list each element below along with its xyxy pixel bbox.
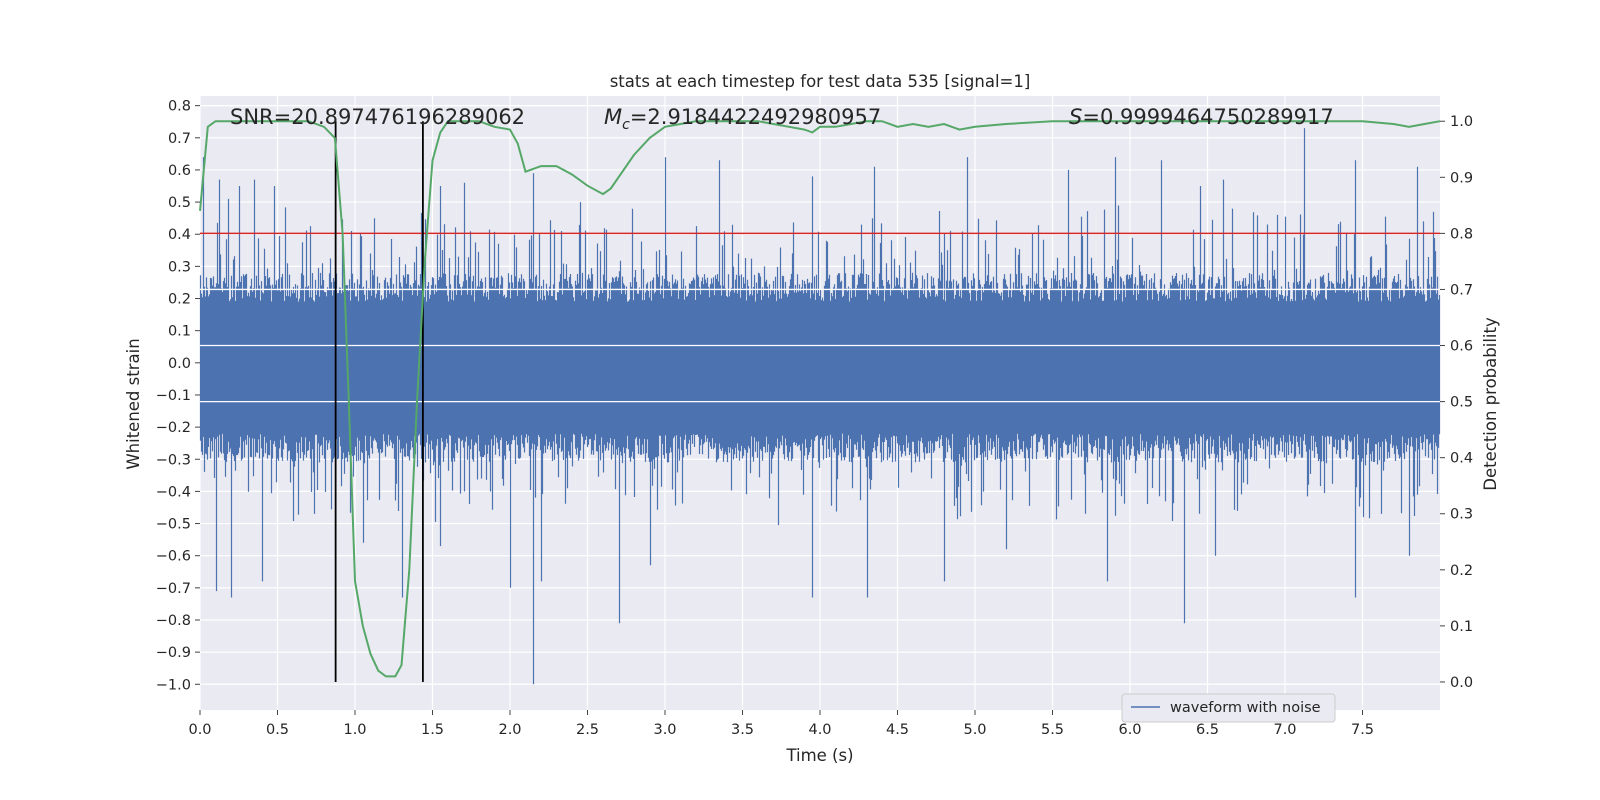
y2-axis-label: Detection probability xyxy=(1481,317,1500,491)
y-tick-label: −0.6 xyxy=(156,549,191,565)
chart-title: stats at each timestep for test data 535… xyxy=(610,72,1031,91)
y-tick-label: −0.1 xyxy=(156,388,191,404)
x-tick-label: 2.5 xyxy=(576,722,599,738)
y2-tick-label: 0.3 xyxy=(1450,507,1473,523)
y-tick-label: −1.0 xyxy=(156,677,191,693)
legend-box xyxy=(1121,693,1336,723)
y-tick-label: −0.7 xyxy=(156,581,191,597)
y-tick-label: 0.4 xyxy=(168,227,191,243)
chirp-mass-symbol: M xyxy=(604,105,622,129)
waveform-line xyxy=(199,128,1441,685)
x-tick-label: 1.0 xyxy=(343,722,366,738)
x-tick-label: 7.0 xyxy=(1273,722,1296,738)
x-tick-label: 4.5 xyxy=(886,722,909,738)
y2-tick-label: 0.6 xyxy=(1450,339,1473,355)
x-tick-label: 4.0 xyxy=(808,722,831,738)
x-tick-label: 7.5 xyxy=(1351,722,1374,738)
chirp-mass-subscript: c xyxy=(622,117,630,133)
y-tick-label: −0.2 xyxy=(156,420,191,436)
axes: 0.0 0.5 1.0 1.5 2.0 2.5 3.0 3.5 4.0 4.5 5.0 5.5 6.0 6… xyxy=(156,99,1473,738)
y-tick-label: 0.1 xyxy=(168,324,191,340)
x-tick-label: 5.0 xyxy=(963,722,986,738)
y2-tick-label: 0.7 xyxy=(1450,282,1473,298)
y-tick-label: 0.8 xyxy=(168,99,191,115)
y-tick-label: −0.3 xyxy=(156,452,191,468)
y-tick-label: −0.4 xyxy=(156,484,191,500)
x-tick-label: 6.5 xyxy=(1196,722,1219,738)
x-tick-label: 1.5 xyxy=(421,722,444,738)
y2-tick-label: 1.0 xyxy=(1450,114,1473,130)
score-annotation: S=0.9999464750289917 xyxy=(1069,105,1334,129)
y-tick-label: −0.5 xyxy=(156,517,191,533)
x-tick-label: 0.5 xyxy=(266,722,289,738)
y-tick-label: 0.0 xyxy=(168,356,191,372)
y2-tick-label: 0.0 xyxy=(1450,675,1473,691)
y-tick-label: −0.8 xyxy=(156,613,191,629)
y-tick-label: 0.2 xyxy=(168,292,191,308)
chirp-mass-annotation: Mc=2.9184422492980957 xyxy=(604,105,881,133)
x-tick-label: 5.5 xyxy=(1041,722,1064,738)
score-symbol: S xyxy=(1069,105,1082,129)
y2-tick-label: 0.1 xyxy=(1450,619,1473,635)
y-tick-label: 0.5 xyxy=(168,195,191,211)
x-tick-label: 6.0 xyxy=(1118,722,1141,738)
detection-probability-line xyxy=(199,120,1441,678)
snr-annotation: SNR=20.897476196289062 xyxy=(230,105,525,129)
chirp-mass-value: =2.9184422492980957 xyxy=(630,105,881,129)
y-axis-label: Whitened strain xyxy=(124,338,143,469)
legend-label: waveform with noise xyxy=(1170,700,1321,716)
x-axis-label: Time (s) xyxy=(785,746,853,765)
y2-tick-label: 0.2 xyxy=(1450,563,1473,579)
y2-tick-label: 0.4 xyxy=(1450,451,1473,467)
y2-tick-label: 0.8 xyxy=(1450,226,1473,242)
legend: waveform with noise xyxy=(1121,693,1336,723)
x-tick-label: 3.0 xyxy=(653,722,676,738)
x-tick-label: 0.0 xyxy=(188,722,211,738)
waveform-series xyxy=(199,128,1441,685)
score-value: =0.9999464750289917 xyxy=(1082,105,1333,129)
overlay-layer xyxy=(199,120,1441,682)
y-tick-label: −0.9 xyxy=(156,645,191,661)
x-tick-label: 3.5 xyxy=(731,722,754,738)
y2-tick-label: 0.9 xyxy=(1450,170,1473,186)
y2-tick-label: 0.5 xyxy=(1450,395,1473,411)
y-tick-label: 0.7 xyxy=(168,131,191,147)
x-tick-label: 2.0 xyxy=(498,722,521,738)
y-tick-label: 0.3 xyxy=(168,259,191,275)
y-tick-label: 0.6 xyxy=(168,163,191,179)
